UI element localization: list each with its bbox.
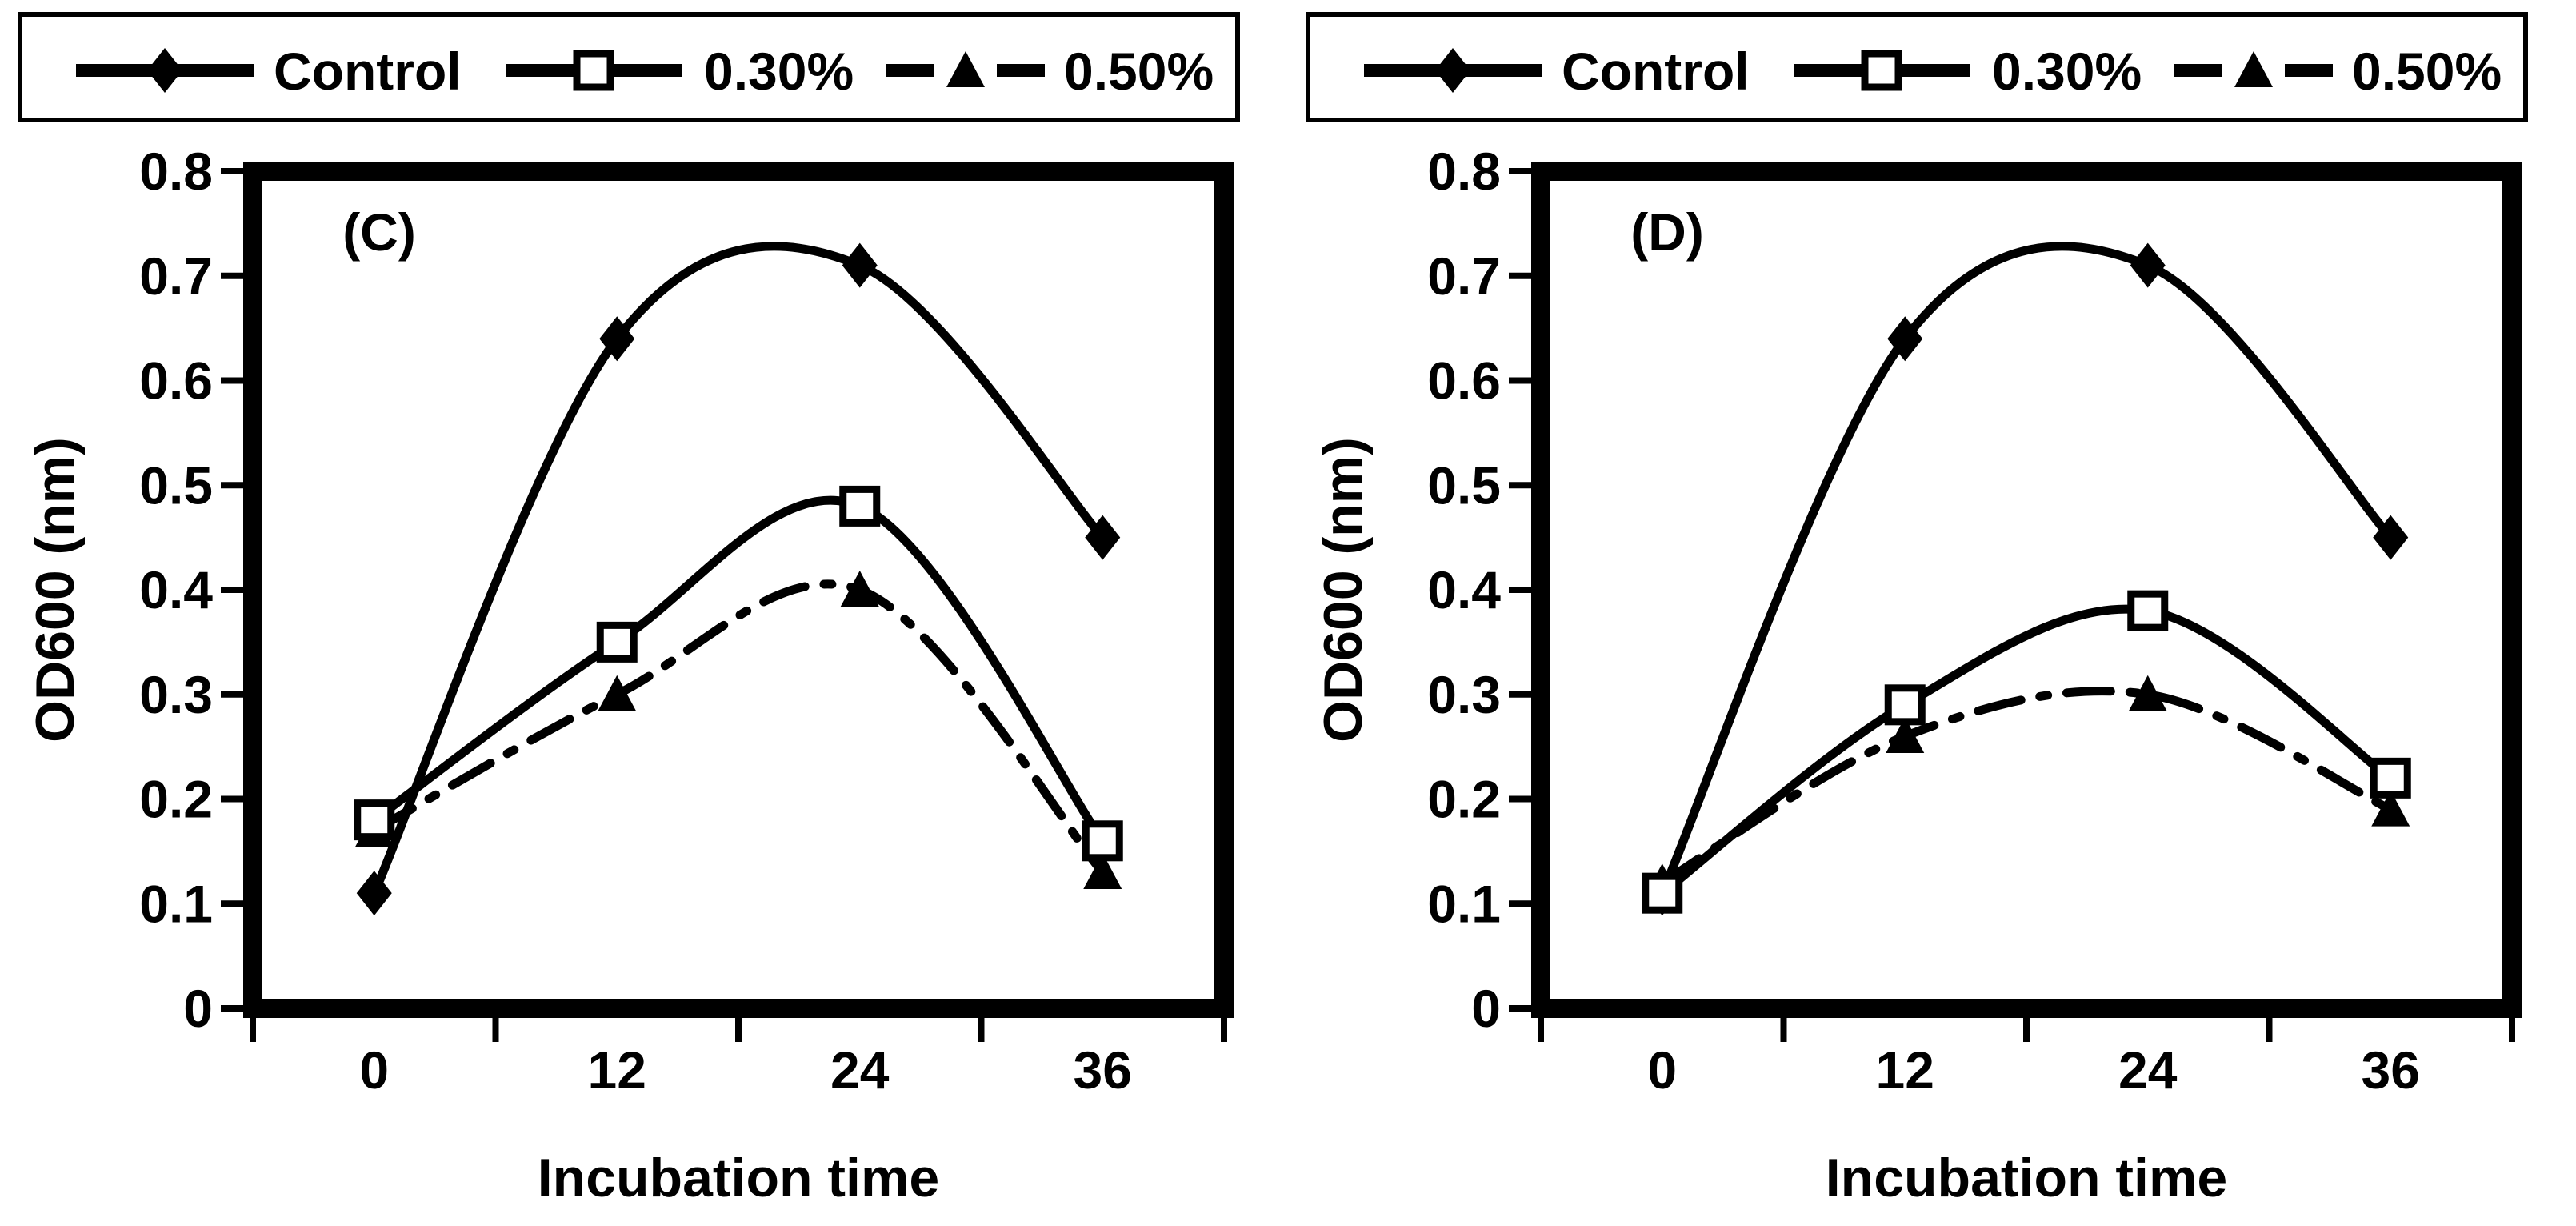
panel-letter: (D) <box>1630 202 1704 262</box>
marker-0-50-3 <box>2371 790 2410 827</box>
x-tick-label: 0 <box>1647 1040 1677 1100</box>
plot-border <box>1531 162 2522 1018</box>
marker-0-50-3 <box>1083 853 1122 890</box>
legend-box <box>18 12 1240 122</box>
y-tick-label: 0.4 <box>139 560 213 619</box>
legend-box <box>1306 12 2528 122</box>
line-chart-panel-c: (C) Incubation time OD600 (nm) Control 0… <box>18 12 1240 1208</box>
marker-0-50-1 <box>1886 717 1925 754</box>
y-tick-label: 0.2 <box>1427 770 1501 829</box>
marker-0-30-1 <box>596 621 638 663</box>
legend-label-030: 0.30% <box>1992 42 2142 101</box>
series-line-0-30 <box>370 495 1107 846</box>
legend-frame <box>18 12 1240 122</box>
marker-control-3 <box>2373 515 2409 560</box>
y-axis-title: OD600 (nm) <box>1313 437 1374 743</box>
marker-control-0 <box>356 871 392 916</box>
y-tick-label: 0.3 <box>139 665 213 724</box>
y-tick-label: 0 <box>1471 979 1501 1038</box>
marker-control-2 <box>842 242 878 288</box>
x-tick-label: 12 <box>588 1040 646 1100</box>
legend-label-050: 0.50% <box>2352 42 2502 101</box>
marker-0-30-0 <box>1642 872 1683 914</box>
legend-triangle-filled-icon <box>946 51 985 87</box>
legend-diamond-filled-icon <box>1435 48 1470 93</box>
panel-c: (C) Incubation time OD600 (nm) Control 0… <box>18 12 1240 1208</box>
marker-0-50-2 <box>2128 675 2167 711</box>
legend-entry-control <box>76 48 254 93</box>
legend-diamond-filled-icon <box>147 48 182 93</box>
series-line-0-30 <box>1658 604 2395 898</box>
marker-0-30-0 <box>354 799 395 841</box>
y-tick-label: 0.8 <box>1427 142 1501 201</box>
marker-control-3 <box>1085 515 1121 560</box>
marker-0-30-3 <box>2370 757 2411 799</box>
legend-entry-0-50 <box>2174 51 2333 87</box>
x-tick-label: 24 <box>830 1040 890 1100</box>
series-line-control <box>1658 242 2395 898</box>
y-tick-label: 0.3 <box>1427 665 1501 724</box>
panel-d: (D) Incubation time OD600 (nm) Control 0… <box>1288 0 2576 1226</box>
legend-frame <box>1306 12 2528 122</box>
y-tick-label: 0.7 <box>1427 246 1501 306</box>
x-tick-label: 12 <box>1876 1040 1934 1100</box>
line-chart-panel-d: (D) Incubation time OD600 (nm) Control 0… <box>1306 12 2528 1208</box>
legend-triangle-filled-icon <box>2234 51 2273 87</box>
legend-label-control: Control <box>1562 42 1750 101</box>
marker-0-30-1 <box>1884 684 1926 726</box>
panel-letter: (C) <box>342 202 416 262</box>
legend-label-050: 0.50% <box>1064 42 1214 101</box>
series-line-control <box>370 242 1107 898</box>
marker-0-50-1 <box>598 675 637 711</box>
legend-label-030: 0.30% <box>704 42 854 101</box>
y-tick-label: 0.5 <box>139 455 213 515</box>
x-tick-label: 36 <box>1074 1040 1132 1100</box>
y-tick-label: 0 <box>183 979 213 1038</box>
x-axis-title: Incubation time <box>538 1148 939 1208</box>
x-tick-label: 0 <box>359 1040 389 1100</box>
y-tick-label: 0.5 <box>1427 455 1501 515</box>
y-tick-label: 0.8 <box>139 142 213 201</box>
marker-control-1 <box>1887 316 1923 362</box>
y-tick-label: 0.1 <box>1427 874 1501 933</box>
x-axis-title: Incubation time <box>1826 1148 2227 1208</box>
marker-0-50-2 <box>840 571 879 607</box>
y-tick-label: 0.7 <box>139 246 213 306</box>
series-line-0-50 <box>370 579 1107 877</box>
legend-square-open-icon <box>573 50 614 91</box>
marker-0-30-3 <box>1082 820 1123 862</box>
legend-entry-0-30 <box>1794 50 1970 91</box>
legend-label-control: Control <box>274 42 462 101</box>
series-line-0-50 <box>1658 687 2395 887</box>
legend-entry-0-50 <box>886 51 1045 87</box>
y-tick-label: 0.1 <box>139 874 213 933</box>
y-tick-label: 0.6 <box>1427 351 1501 411</box>
y-tick-label: 0.4 <box>1427 560 1501 619</box>
marker-control-1 <box>599 316 635 362</box>
legend-entry-0-30 <box>506 50 682 91</box>
marker-control-2 <box>2130 242 2166 288</box>
legend-entry-control <box>1364 48 1542 93</box>
legend-square-open-icon <box>1861 50 1902 91</box>
marker-0-30-2 <box>839 485 881 527</box>
x-tick-label: 24 <box>2118 1040 2178 1100</box>
y-axis-title: OD600 (nm) <box>25 437 86 743</box>
marker-0-30-2 <box>2127 590 2169 631</box>
y-tick-label: 0.6 <box>139 351 213 411</box>
x-tick-label: 36 <box>2362 1040 2420 1100</box>
y-tick-label: 0.2 <box>139 770 213 829</box>
plot-border <box>243 162 1234 1018</box>
